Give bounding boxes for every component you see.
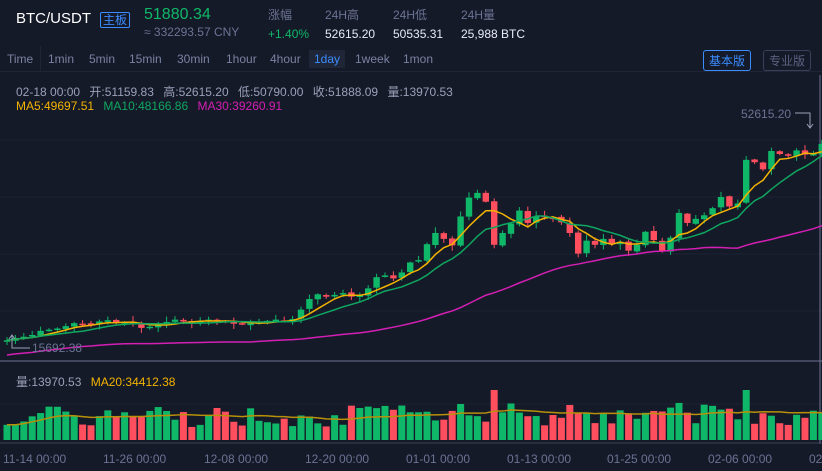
x-tick-label: 01-25 00:00 xyxy=(607,452,672,466)
x-tick-label: 01-01 00:00 xyxy=(406,452,471,466)
x-tick-label: 11-14 00:00 xyxy=(3,452,67,466)
cny-price: ≈ 332293.57 CNY xyxy=(144,25,240,39)
ticker-header: BTC/USDT 主板 51880.34 ≈ 332293.57 CNY 涨幅 … xyxy=(0,0,822,44)
ohlc-high: 高:52615.20 xyxy=(163,85,229,99)
high-marker-label: 52615.20 xyxy=(741,107,792,121)
tab-1week[interactable]: 1week xyxy=(355,52,390,66)
ohlc-date: 02-18 00:00 xyxy=(16,85,81,99)
ohlc-close: 收:51888.09 xyxy=(312,85,379,99)
ohlc-open: 开:51159.83 xyxy=(89,85,154,99)
stat-24h-low: 24H低 50535.31 xyxy=(393,8,444,41)
pro-version-button[interactable]: 专业版 xyxy=(763,50,812,71)
volume-legend: 量:13970.53 MA20:34412.38 xyxy=(16,373,175,390)
tab-1min[interactable]: 1min xyxy=(48,52,75,66)
ma30-value: MA30:39260.91 xyxy=(197,99,283,113)
ohlc-volume: 量:13970.53 xyxy=(387,85,453,99)
ohlc-low: 低:50790.00 xyxy=(237,85,304,99)
pair-name[interactable]: BTC/USDT xyxy=(16,10,91,27)
stat-24h-volume: 24H量 25,988 BTC xyxy=(461,8,526,41)
x-tick-label: 12-20 00:00 xyxy=(305,452,370,466)
ohlc-info: 02-18 00:00 开:51159.83 高:52615.20 低:5079… xyxy=(16,83,459,100)
tab-1day[interactable]: 1day xyxy=(309,50,346,68)
x-tick-label: 02 xyxy=(809,452,822,466)
tab-5min[interactable]: 5min xyxy=(89,52,116,66)
ma10-value: MA10:48166.86 xyxy=(103,99,189,113)
stat-change: 涨幅 +1.40% xyxy=(268,8,310,41)
divider xyxy=(40,46,41,72)
volume-value: 量:13970.53 xyxy=(16,375,82,389)
low-marker-label: 15692.38 xyxy=(32,341,83,355)
tab-time[interactable]: Time xyxy=(7,52,34,66)
ma5-value: MA5:49697.51 xyxy=(16,99,95,113)
tab-1mon[interactable]: 1mon xyxy=(403,52,434,66)
tab-15min[interactable]: 15min xyxy=(129,52,162,66)
x-tick-label: 12-08 00:00 xyxy=(204,452,269,466)
timeframe-toolbar: Time 1min 5min 15min 30min 1hour 4hour 1… xyxy=(0,46,822,72)
x-tick-label: 11-26 00:00 xyxy=(103,452,167,466)
last-price: 51880.34 xyxy=(144,6,211,23)
x-tick-label: 01-13 00:00 xyxy=(507,452,572,466)
tab-30min[interactable]: 30min xyxy=(177,52,210,66)
tab-1hour[interactable]: 1hour xyxy=(226,52,257,66)
board-badge: 主板 xyxy=(100,12,131,28)
volume-ma20-value: MA20:34412.38 xyxy=(90,375,176,389)
basic-version-button[interactable]: 基本版 xyxy=(703,50,752,71)
tab-4hour[interactable]: 4hour xyxy=(270,52,301,66)
stat-24h-high: 24H高 52615.20 xyxy=(325,8,376,41)
ma-legend: MA5:49697.51 MA10:48166.86 MA30:39260.91 xyxy=(16,99,282,113)
x-tick-label: 02-06 00:00 xyxy=(708,452,773,466)
